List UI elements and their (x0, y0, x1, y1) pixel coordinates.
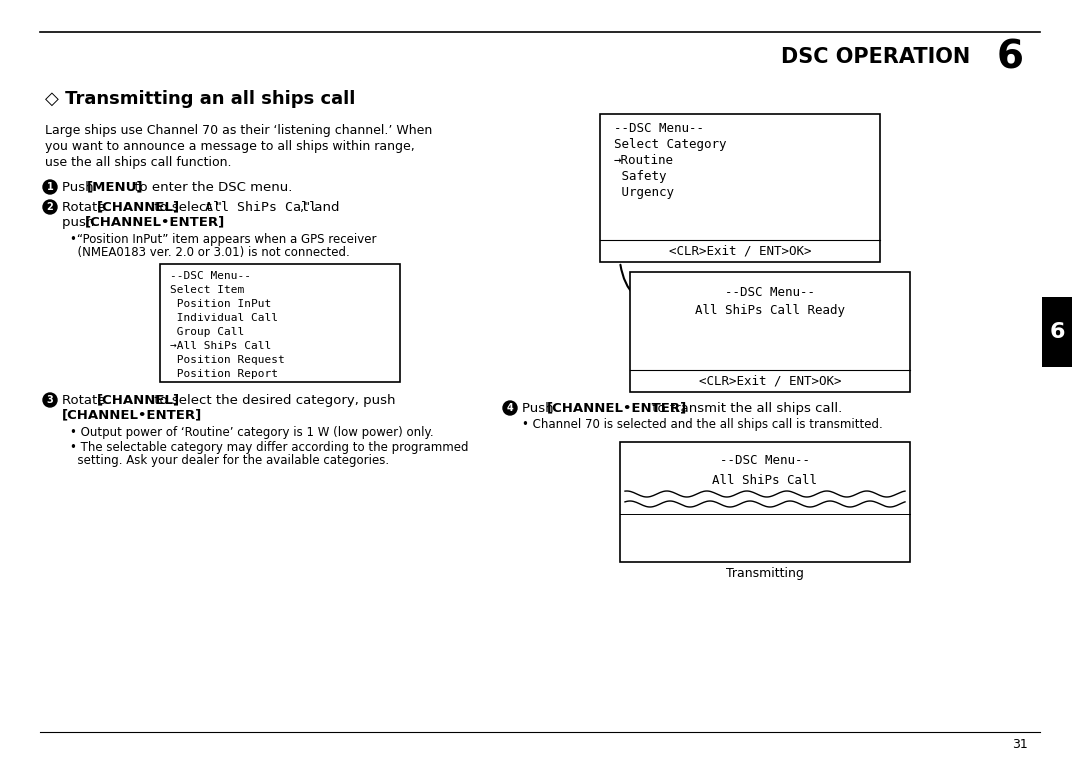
Text: .: . (163, 408, 167, 421)
Text: Large ships use Channel 70 as their ‘listening channel.’ When: Large ships use Channel 70 as their ‘lis… (45, 124, 432, 137)
FancyBboxPatch shape (1042, 297, 1072, 367)
FancyBboxPatch shape (620, 442, 910, 562)
FancyArrowPatch shape (620, 264, 665, 312)
Text: Safety: Safety (615, 169, 666, 183)
Text: All ShiPs Call: All ShiPs Call (205, 200, 318, 213)
Text: use the all ships call function.: use the all ships call function. (45, 156, 231, 169)
Text: • Channel 70 is selected and the all ships call is transmitted.: • Channel 70 is selected and the all shi… (522, 418, 882, 431)
Text: 4: 4 (507, 403, 513, 413)
Circle shape (43, 200, 57, 214)
FancyBboxPatch shape (630, 272, 910, 392)
Text: [CHANNEL•ENTER]: [CHANNEL•ENTER] (85, 216, 226, 229)
Text: ◇ Transmitting an all ships call: ◇ Transmitting an all ships call (45, 90, 355, 108)
Circle shape (503, 401, 517, 415)
Text: Push: Push (522, 402, 558, 415)
Text: Position Report: Position Report (170, 369, 278, 379)
Text: .: . (186, 216, 190, 229)
Text: --DSC Menu--: --DSC Menu-- (720, 453, 810, 466)
Text: Rotate: Rotate (62, 200, 110, 213)
Text: DSC OPERATION: DSC OPERATION (781, 47, 970, 67)
Text: to select ": to select " (150, 200, 221, 213)
Text: Select Category: Select Category (615, 137, 727, 151)
Text: <CLR>Exit / ENT>OK>: <CLR>Exit / ENT>OK> (669, 245, 811, 258)
Text: --DSC Menu--: --DSC Menu-- (725, 286, 815, 299)
Text: push: push (62, 216, 98, 229)
Text: (NMEA0183 ver. 2.0 or 3.01) is not connected.: (NMEA0183 ver. 2.0 or 3.01) is not conne… (70, 245, 350, 258)
Text: to enter the DSC menu.: to enter the DSC menu. (130, 181, 293, 194)
Text: Rotate: Rotate (62, 393, 110, 406)
Text: Individual Call: Individual Call (170, 313, 278, 323)
Text: 6: 6 (997, 38, 1024, 76)
Text: setting. Ask your dealer for the available categories.: setting. Ask your dealer for the availab… (70, 453, 389, 466)
Text: • The selectable category may differ according to the programmed: • The selectable category may differ acc… (70, 440, 469, 453)
Text: Position InPut: Position InPut (170, 299, 271, 309)
Text: Urgency: Urgency (615, 185, 674, 198)
Text: --DSC Menu--: --DSC Menu-- (615, 121, 704, 135)
Text: Push: Push (62, 181, 98, 194)
Text: [CHANNEL•ENTER]: [CHANNEL•ENTER] (546, 402, 687, 415)
Text: [CHANNEL]: [CHANNEL] (97, 200, 180, 213)
Text: [CHANNEL•ENTER]: [CHANNEL•ENTER] (62, 408, 202, 421)
Text: All ShiPs Call Ready: All ShiPs Call Ready (696, 303, 845, 316)
Text: 3: 3 (46, 395, 53, 405)
Circle shape (43, 393, 57, 407)
Text: 2: 2 (46, 202, 53, 212)
Text: • Output power of ‘Routine’ category is 1 W (low power) only.: • Output power of ‘Routine’ category is … (70, 425, 434, 438)
Text: [MENU]: [MENU] (87, 181, 144, 194)
FancyBboxPatch shape (600, 114, 880, 262)
Text: to select the desired category, push: to select the desired category, push (150, 393, 395, 406)
Text: 31: 31 (1012, 738, 1028, 751)
Text: →Routine: →Routine (615, 153, 674, 167)
FancyBboxPatch shape (160, 264, 400, 382)
Text: to transmit the all ships call.: to transmit the all ships call. (648, 402, 842, 415)
Text: --DSC Menu--: --DSC Menu-- (170, 271, 251, 281)
Text: Select Item: Select Item (170, 285, 244, 295)
Text: →All ShiPs Call: →All ShiPs Call (170, 341, 271, 351)
Text: Position Request: Position Request (170, 355, 285, 365)
Text: 1: 1 (46, 182, 53, 192)
Text: <CLR>Exit / ENT>OK>: <CLR>Exit / ENT>OK> (699, 374, 841, 388)
Text: Transmitting: Transmitting (726, 568, 804, 581)
Text: All ShiPs Call: All ShiPs Call (713, 473, 818, 486)
Text: Group Call: Group Call (170, 327, 244, 337)
Text: •“Position InPut” item appears when a GPS receiver: •“Position InPut” item appears when a GP… (70, 232, 377, 245)
Text: 6: 6 (1050, 322, 1065, 342)
Text: ," and: ," and (300, 200, 339, 213)
Text: [CHANNEL]: [CHANNEL] (97, 393, 180, 406)
Text: you want to announce a message to all ships within range,: you want to announce a message to all sh… (45, 140, 415, 153)
Circle shape (43, 180, 57, 194)
